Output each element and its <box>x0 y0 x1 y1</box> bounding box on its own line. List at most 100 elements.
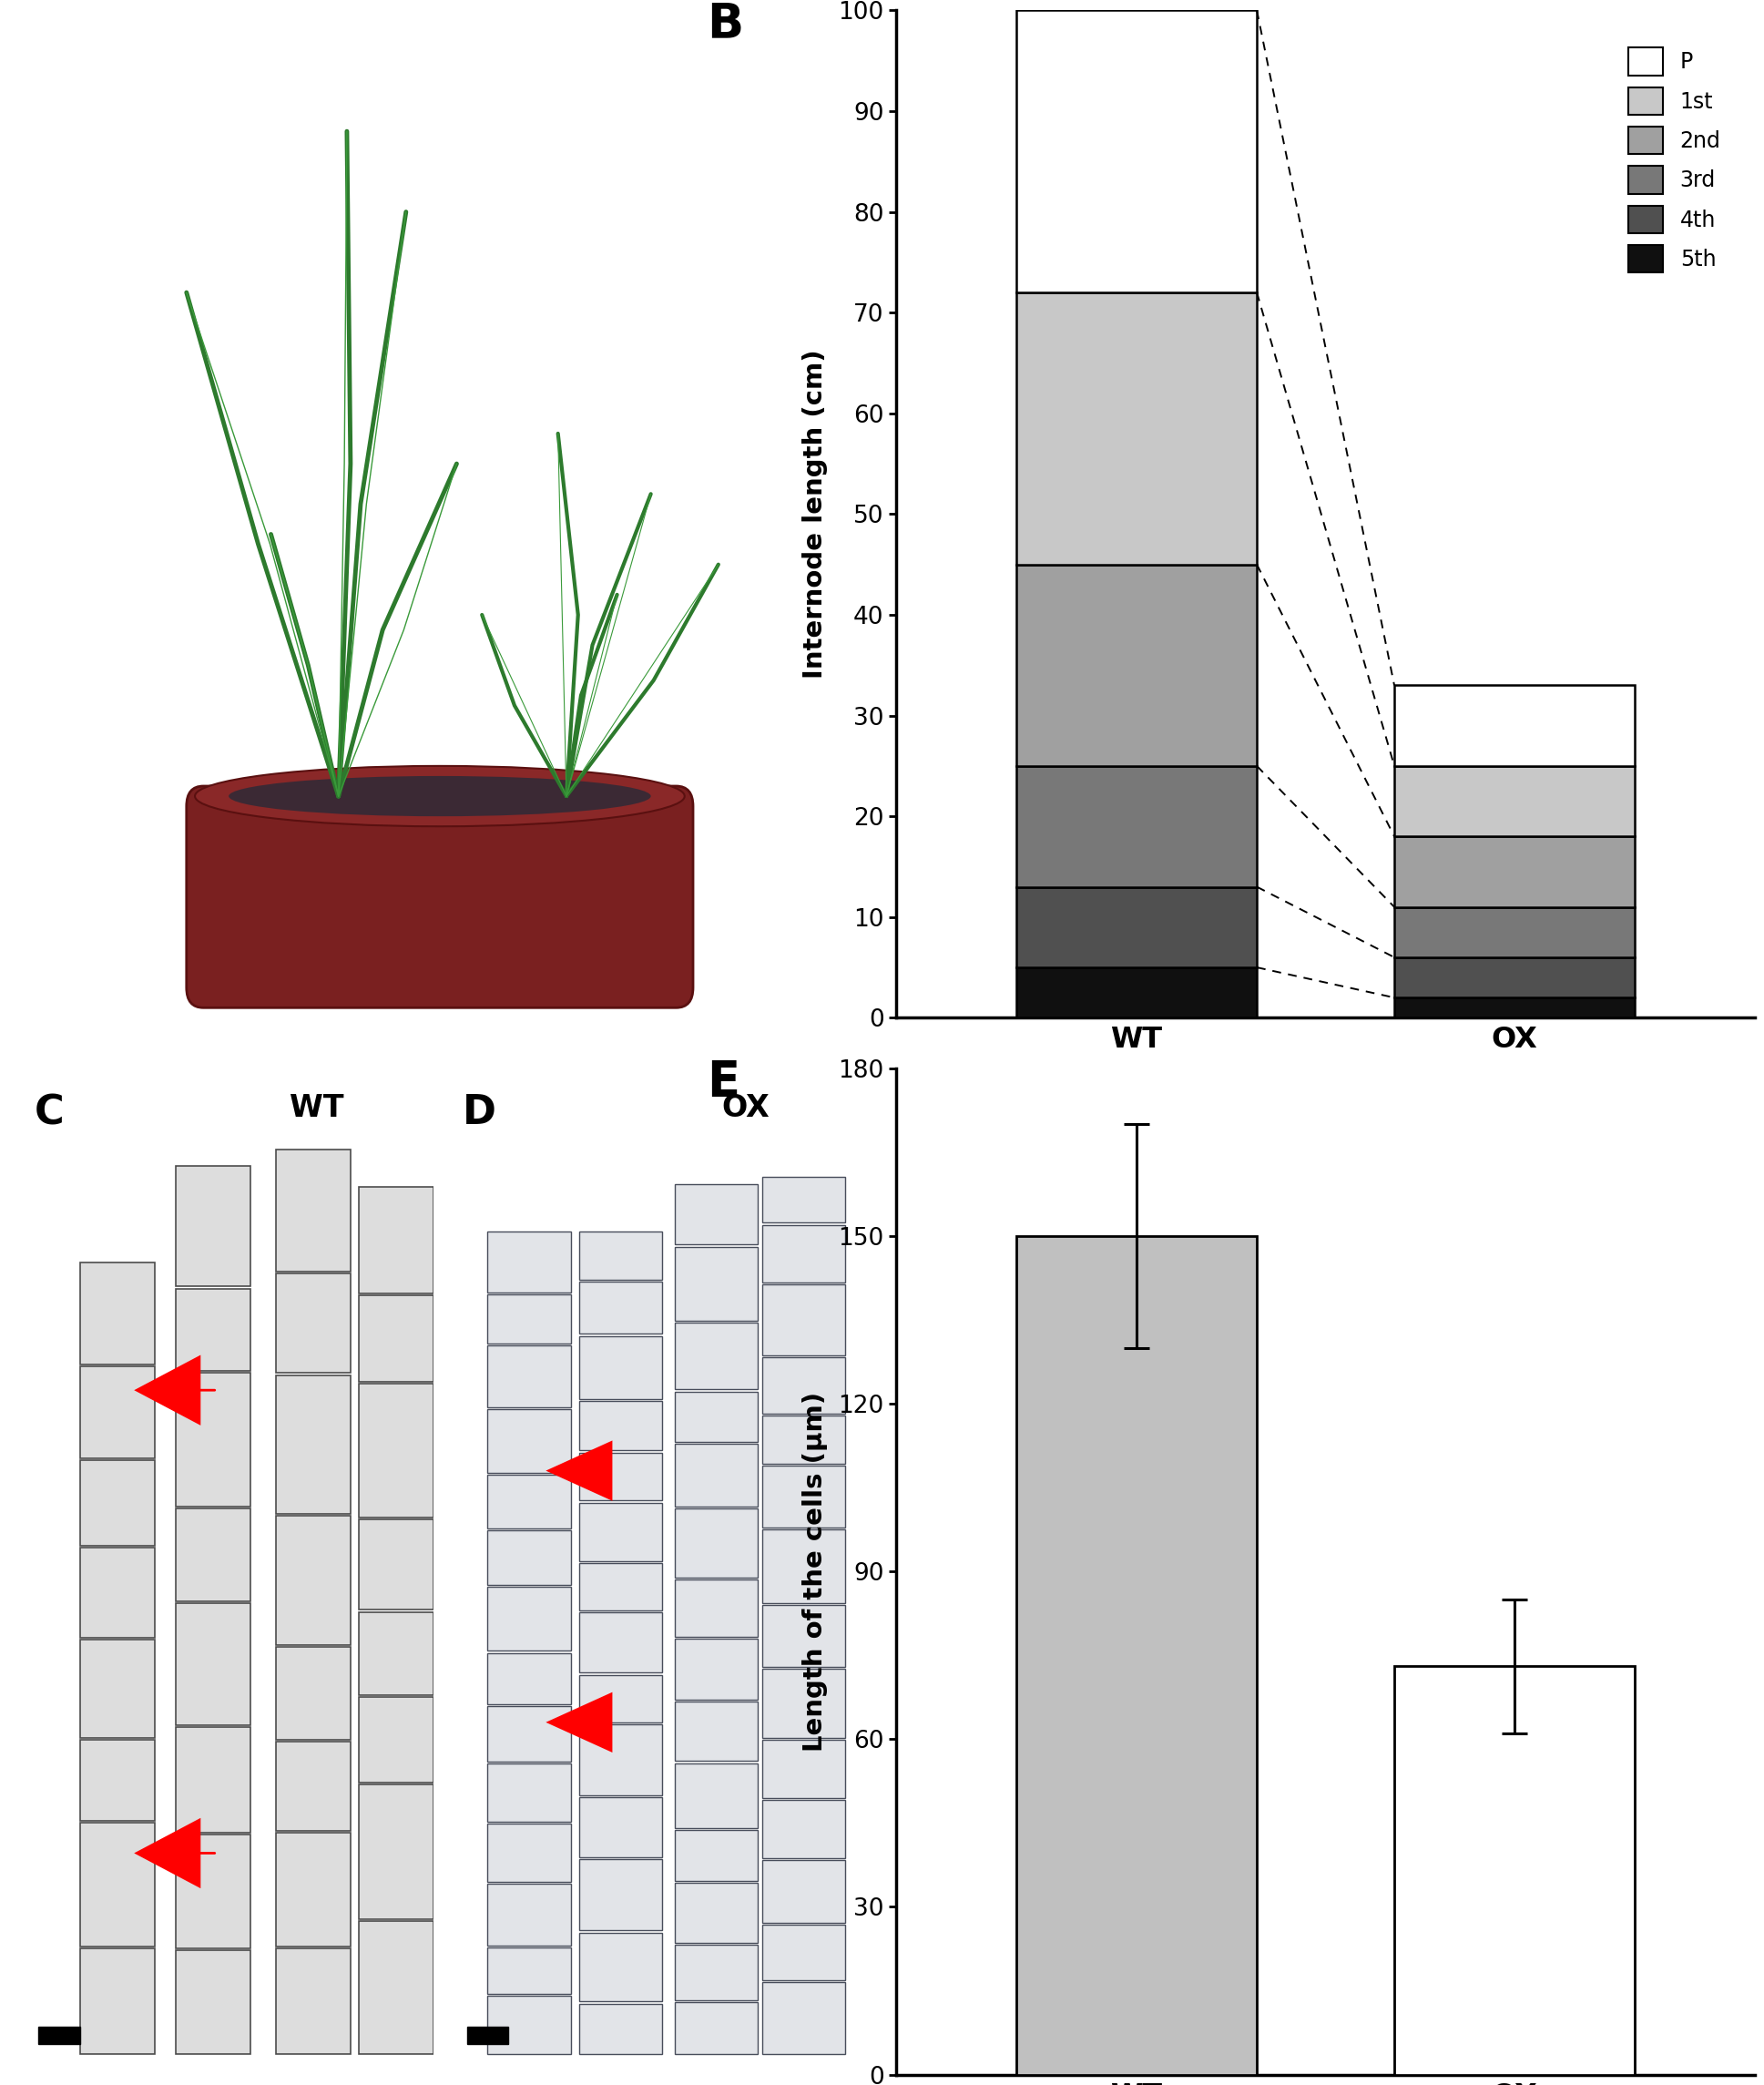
FancyBboxPatch shape <box>762 1668 845 1737</box>
Text: C: C <box>34 1093 64 1132</box>
FancyBboxPatch shape <box>275 1376 351 1514</box>
FancyBboxPatch shape <box>487 1295 572 1343</box>
FancyBboxPatch shape <box>676 1324 759 1389</box>
FancyBboxPatch shape <box>358 1295 434 1382</box>
FancyBboxPatch shape <box>762 1739 845 1797</box>
FancyBboxPatch shape <box>579 1401 662 1451</box>
Y-axis label: Internode length (cm): Internode length (cm) <box>803 350 827 680</box>
FancyBboxPatch shape <box>762 1799 845 1858</box>
FancyBboxPatch shape <box>358 1785 434 1918</box>
FancyBboxPatch shape <box>579 1453 662 1501</box>
FancyBboxPatch shape <box>79 1460 155 1545</box>
FancyBboxPatch shape <box>676 1945 759 2000</box>
FancyBboxPatch shape <box>579 1336 662 1399</box>
FancyBboxPatch shape <box>579 1612 662 1672</box>
FancyBboxPatch shape <box>487 1587 572 1651</box>
FancyBboxPatch shape <box>79 1949 155 2054</box>
FancyBboxPatch shape <box>176 1166 250 1286</box>
FancyBboxPatch shape <box>358 1384 434 1518</box>
Legend: P, 1st, 2nd, 3rd, 4th, 5th: P, 1st, 2nd, 3rd, 4th, 5th <box>1621 42 1727 279</box>
FancyBboxPatch shape <box>579 1860 662 1931</box>
Text: B: B <box>707 0 744 48</box>
FancyBboxPatch shape <box>487 1764 572 1822</box>
Bar <box>1016 565 1256 765</box>
FancyBboxPatch shape <box>187 786 693 1007</box>
Bar <box>1016 765 1256 886</box>
FancyBboxPatch shape <box>358 1612 434 1695</box>
FancyBboxPatch shape <box>762 1860 845 1922</box>
Ellipse shape <box>229 776 651 817</box>
FancyBboxPatch shape <box>676 1639 759 1699</box>
FancyBboxPatch shape <box>762 1284 845 1355</box>
FancyBboxPatch shape <box>579 1564 662 1610</box>
FancyBboxPatch shape <box>275 1741 351 1831</box>
FancyBboxPatch shape <box>762 1357 845 1414</box>
FancyBboxPatch shape <box>579 1232 662 1280</box>
Bar <box>1016 10 1256 292</box>
FancyBboxPatch shape <box>176 1949 250 2054</box>
FancyBboxPatch shape <box>60 961 145 972</box>
FancyBboxPatch shape <box>275 1949 351 2054</box>
FancyBboxPatch shape <box>762 1466 845 1526</box>
Polygon shape <box>134 1355 201 1426</box>
FancyBboxPatch shape <box>176 1726 250 1833</box>
FancyBboxPatch shape <box>487 1653 572 1703</box>
FancyBboxPatch shape <box>676 1507 759 1578</box>
FancyBboxPatch shape <box>676 1701 759 1762</box>
FancyBboxPatch shape <box>487 1530 572 1585</box>
FancyBboxPatch shape <box>358 1186 434 1293</box>
FancyBboxPatch shape <box>676 1883 759 1943</box>
FancyBboxPatch shape <box>762 1983 845 2054</box>
Text: WT: WT <box>279 35 348 73</box>
FancyBboxPatch shape <box>579 1503 662 1562</box>
FancyBboxPatch shape <box>579 1933 662 2002</box>
FancyBboxPatch shape <box>579 1282 662 1334</box>
Text: WT: WT <box>289 1093 344 1124</box>
FancyBboxPatch shape <box>79 1741 155 1820</box>
FancyBboxPatch shape <box>467 2027 508 2045</box>
FancyBboxPatch shape <box>358 1920 434 2054</box>
Text: D: D <box>462 1093 496 1132</box>
FancyBboxPatch shape <box>487 1474 572 1528</box>
Polygon shape <box>545 1441 612 1501</box>
Text: OX: OX <box>721 1093 769 1124</box>
FancyBboxPatch shape <box>79 1639 155 1739</box>
FancyBboxPatch shape <box>579 1724 662 1795</box>
FancyBboxPatch shape <box>176 1289 250 1370</box>
FancyBboxPatch shape <box>176 1507 250 1601</box>
FancyBboxPatch shape <box>579 2004 662 2054</box>
FancyBboxPatch shape <box>762 1416 845 1464</box>
Bar <box>1016 292 1256 565</box>
Polygon shape <box>545 1693 612 1753</box>
Bar <box>1016 1236 1256 2075</box>
FancyBboxPatch shape <box>275 1149 351 1272</box>
Bar <box>1394 1666 1635 2075</box>
Bar <box>1016 886 1256 967</box>
FancyBboxPatch shape <box>676 1391 759 1441</box>
FancyBboxPatch shape <box>358 1520 434 1610</box>
Bar <box>1394 836 1635 907</box>
FancyBboxPatch shape <box>275 1274 351 1374</box>
FancyBboxPatch shape <box>79 1547 155 1637</box>
Bar <box>1394 997 1635 1017</box>
FancyBboxPatch shape <box>676 1764 759 1829</box>
FancyBboxPatch shape <box>676 1184 759 1245</box>
FancyBboxPatch shape <box>762 1528 845 1603</box>
FancyBboxPatch shape <box>762 1924 845 1981</box>
FancyBboxPatch shape <box>275 1833 351 1947</box>
Bar <box>1394 765 1635 836</box>
FancyBboxPatch shape <box>579 1797 662 1858</box>
FancyBboxPatch shape <box>39 2027 79 2045</box>
FancyBboxPatch shape <box>676 1247 759 1322</box>
FancyBboxPatch shape <box>487 1947 572 1993</box>
FancyBboxPatch shape <box>487 1345 572 1407</box>
Text: A: A <box>42 35 79 83</box>
FancyBboxPatch shape <box>487 1232 572 1293</box>
FancyBboxPatch shape <box>79 1264 155 1364</box>
Bar <box>1394 957 1635 997</box>
Text: OX: OX <box>536 35 596 73</box>
FancyBboxPatch shape <box>487 1885 572 1945</box>
FancyBboxPatch shape <box>676 1443 759 1507</box>
FancyBboxPatch shape <box>176 1372 250 1505</box>
FancyBboxPatch shape <box>275 1647 351 1739</box>
